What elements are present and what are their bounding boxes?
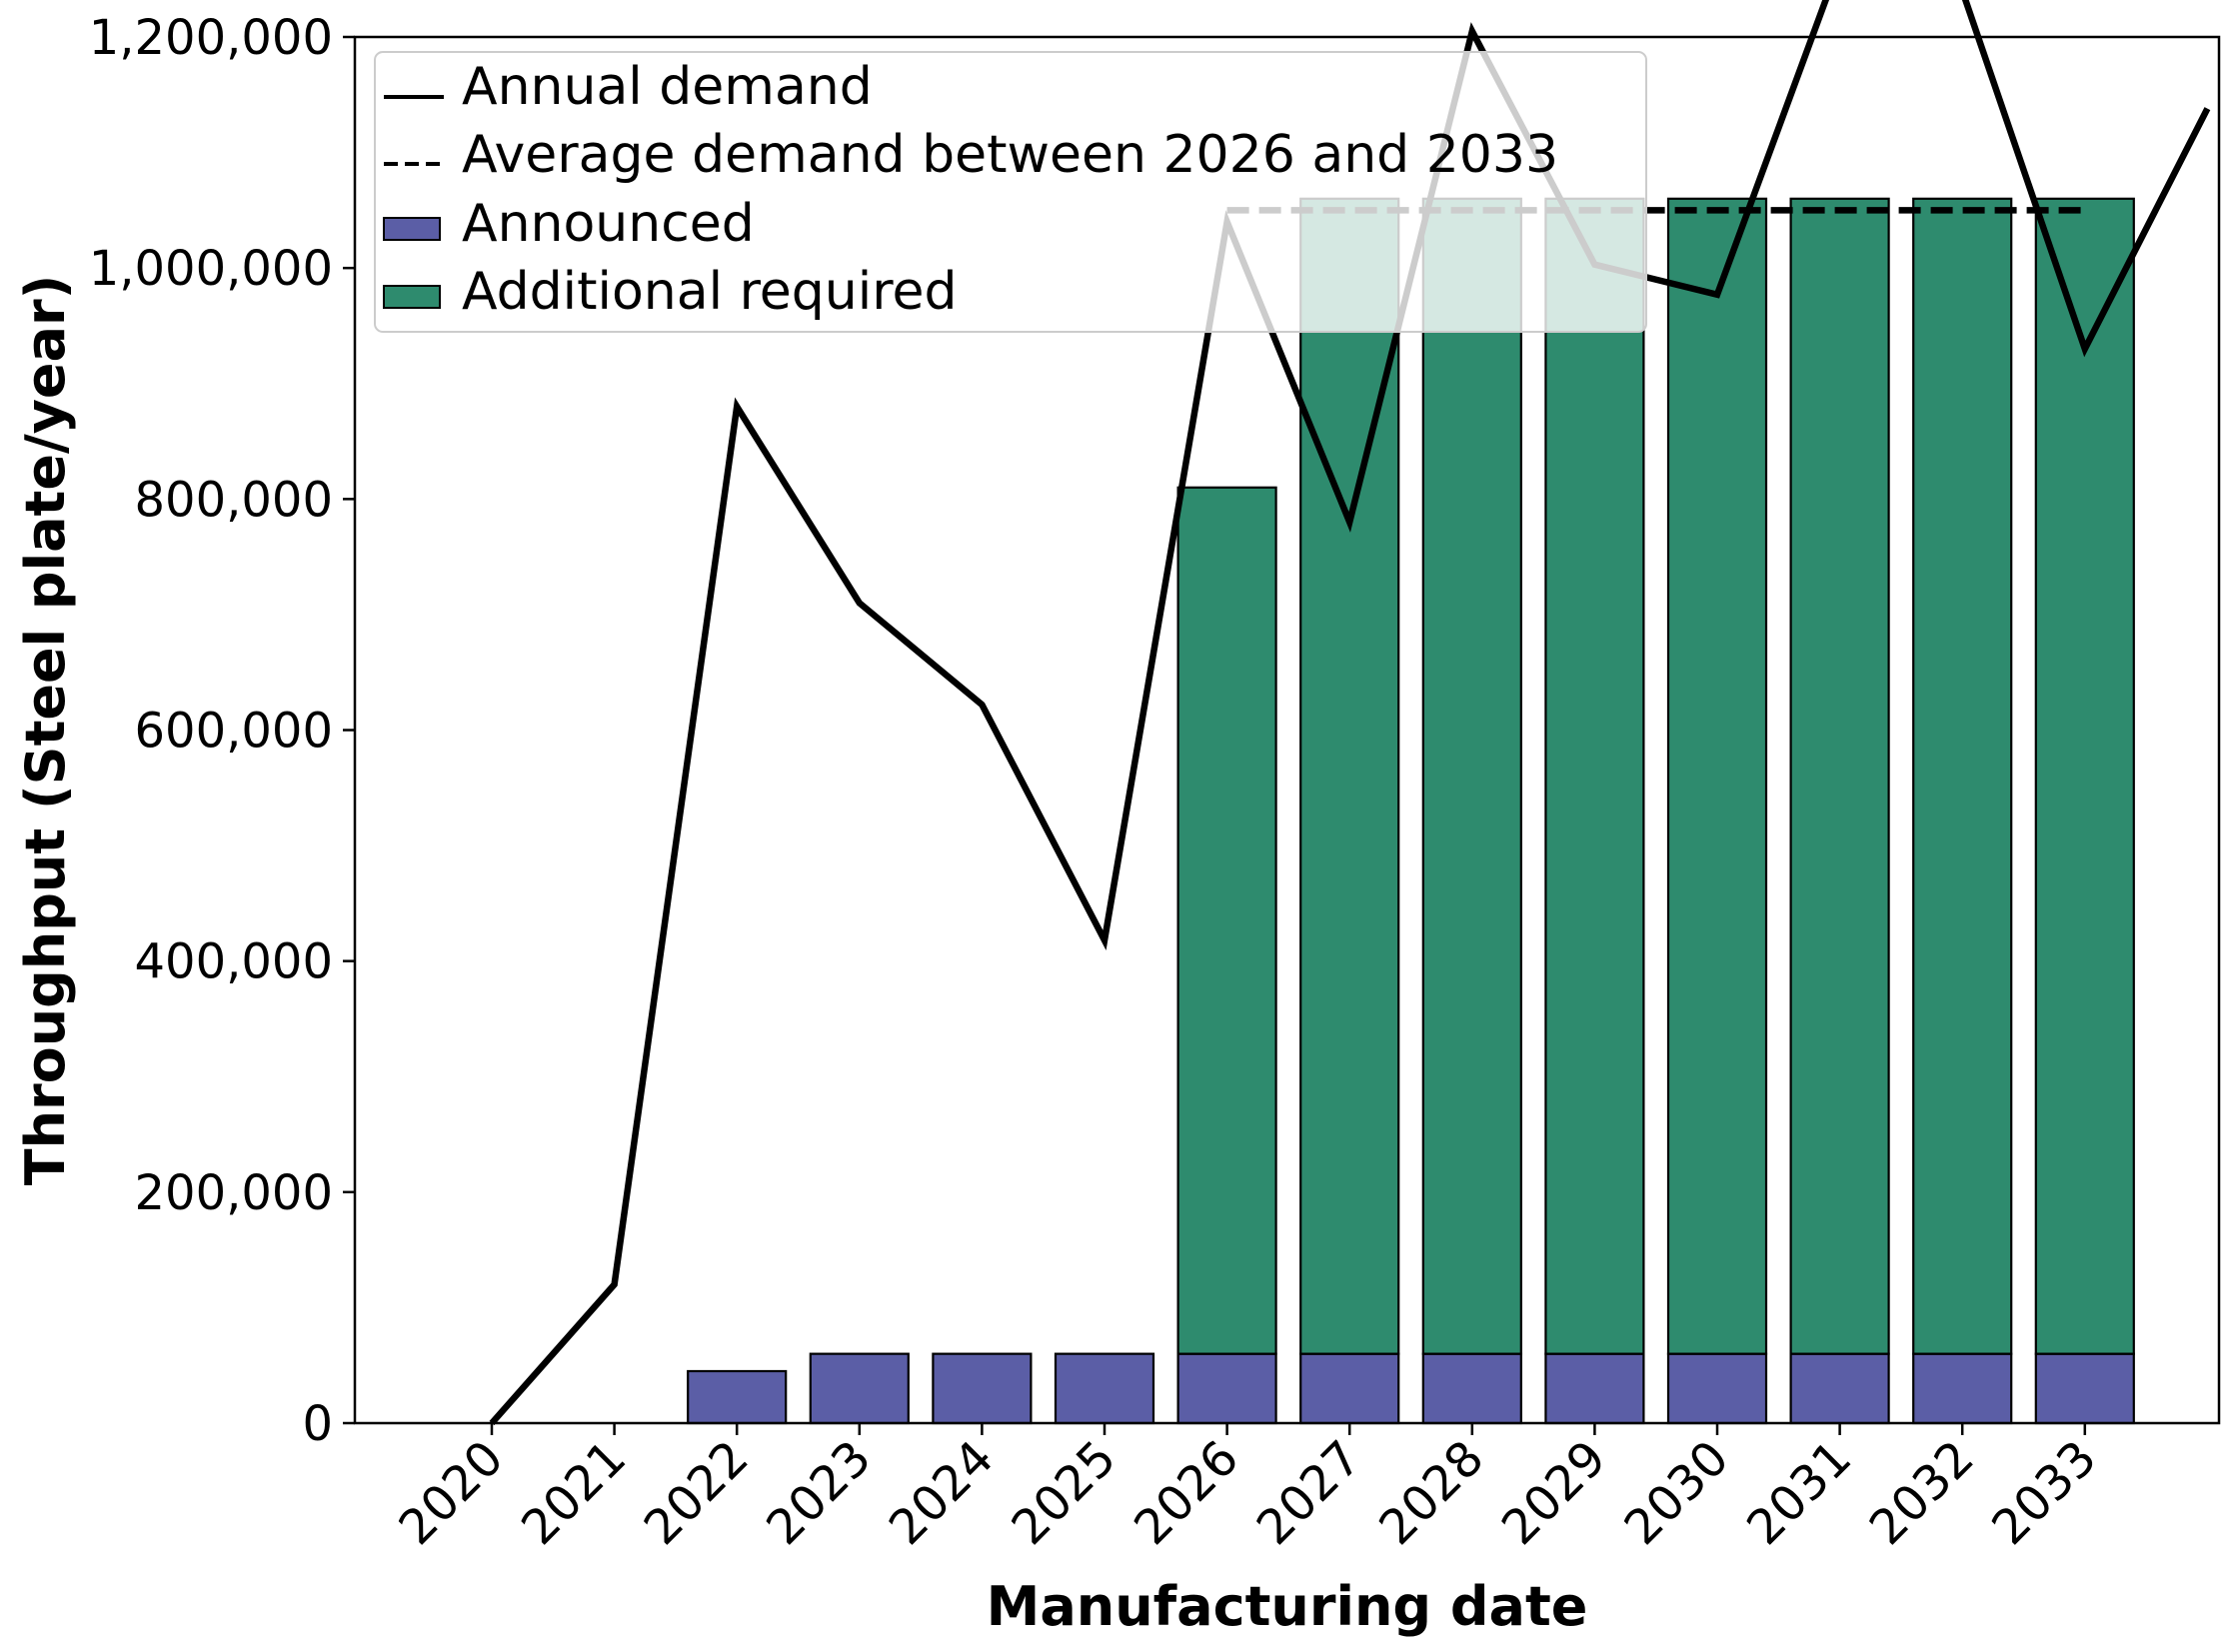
y-axis-label: Throughput (Steel plate/year) [14,275,77,1186]
bar-additional-required-2029 [1544,197,1645,1355]
bar-announced-2033 [2034,1352,2135,1425]
bar-announced-2027 [1299,1352,1400,1425]
y-tick-label: 600,000 [135,704,334,760]
legend-box [374,51,1647,333]
bar-announced-2024 [932,1352,1033,1425]
bar-additional-required-2030 [1666,197,1768,1355]
x-tick-label-2032: 2032 [1859,1430,1985,1556]
bar-additional-required-2033 [2034,197,2135,1355]
x-tick-label-2022: 2022 [634,1430,760,1556]
x-tick-label-2031: 2031 [1736,1430,1862,1556]
bar-announced-2023 [809,1352,910,1425]
bar-additional-required-2028 [1421,197,1522,1355]
y-tick-label: 0 [302,1396,333,1452]
bar-announced-2030 [1666,1352,1768,1425]
y-tick-label: 800,000 [135,472,334,528]
y-tick-label: 1,000,000 [89,241,333,297]
x-tick-label-2029: 2029 [1491,1430,1617,1556]
x-tick-label-2023: 2023 [756,1430,882,1556]
bar-additional-required-2032 [1912,197,2013,1355]
legend-announced-patch-icon [383,217,441,241]
bar-announced-2025 [1054,1352,1155,1425]
x-tick-label-2033: 2033 [1981,1430,2107,1556]
bar-additional-required-2031 [1789,197,1890,1355]
bar-announced-2022 [687,1369,788,1425]
x-tick-label-2024: 2024 [879,1430,1005,1556]
legend: Annual demand Average demand between 202… [374,51,1647,333]
legend-label-annual-demand: Annual demand [462,57,873,117]
x-tick-label-2027: 2027 [1246,1430,1372,1556]
bar-announced-2026 [1176,1352,1277,1425]
bar-announced-2032 [1912,1352,2013,1425]
x-tick-label-2028: 2028 [1368,1430,1494,1556]
y-tick-label: 1,200,000 [89,10,333,66]
y-tick-label: 400,000 [135,934,334,990]
legend-label-average-demand: Average demand between 2026 and 2033 [462,125,1558,185]
x-tick-label-2025: 2025 [1002,1430,1127,1556]
x-tick-label-2030: 2030 [1614,1430,1740,1556]
y-tick-label: 200,000 [135,1165,334,1221]
x-axis-label: Manufacturing date [987,1575,1588,1638]
x-tick-label-2026: 2026 [1123,1430,1249,1556]
legend-label-announced: Announced [462,194,755,254]
line-annual-demand [489,0,2211,1426]
bars-layer [687,197,2135,1425]
bar-announced-2029 [1544,1352,1645,1425]
legend-label-additional-required: Additional required [462,262,957,322]
legend-additional-patch-icon [383,285,441,309]
x-tick-label-2021: 2021 [511,1430,637,1556]
bar-announced-2028 [1421,1352,1522,1425]
bar-additional-required-2026 [1176,486,1277,1355]
bar-announced-2031 [1789,1352,1890,1425]
x-tick-label-2020: 2020 [389,1430,515,1556]
